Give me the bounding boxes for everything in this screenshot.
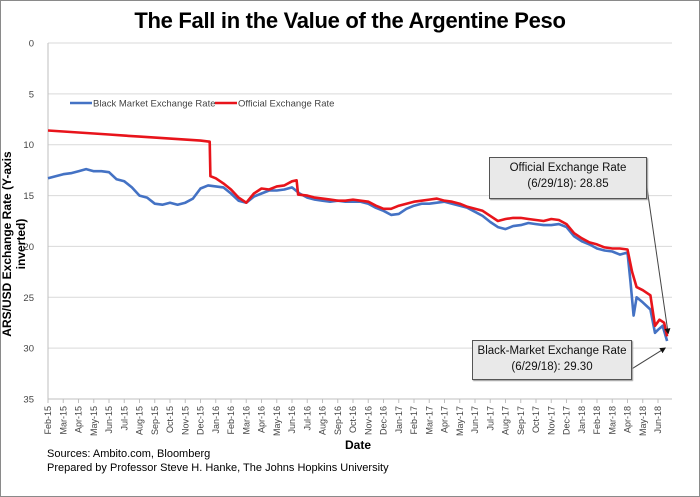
series-line-official — [47, 129, 669, 337]
x-tick-label: Feb-16 — [226, 406, 236, 435]
x-tick-label: Feb-18 — [592, 406, 602, 435]
x-tick-label: Sep-17 — [516, 406, 526, 435]
legend-label: Black Market Exchange Rate — [93, 99, 216, 110]
x-tick-label: May-18 — [638, 406, 648, 436]
x-tick-label: Feb-15 — [43, 406, 53, 435]
x-tick-label: May-16 — [272, 406, 282, 436]
x-tick-label: Jun-16 — [287, 406, 297, 434]
x-tick-label: Jan-17 — [394, 406, 404, 434]
x-tick-label: May-15 — [89, 406, 99, 436]
prepared-by-note: Prepared by Professor Steve H. Hanke, Th… — [47, 462, 389, 474]
legend-label: Official Exchange Rate — [238, 99, 334, 110]
sources-note: Sources: Ambito.com, Bloomberg — [47, 448, 211, 460]
x-tick-label: Jan-16 — [211, 406, 221, 434]
callout-title: Black-Market Exchange Rate — [477, 345, 627, 357]
series-line-black-market — [47, 167, 669, 342]
x-tick-label: Jan-18 — [577, 406, 587, 434]
x-tick-label: Mar-15 — [58, 406, 68, 435]
x-tick-label: Jul-17 — [485, 406, 495, 431]
x-tick-label: Jul-16 — [302, 406, 312, 431]
x-tick-label: Nov-16 — [363, 406, 373, 435]
official-rate-callout: Official Exchange Rate (6/29/18): 28.85 — [489, 157, 647, 199]
x-axis-label: Date — [345, 438, 372, 452]
x-tick-label: Apr-16 — [257, 406, 267, 433]
callout-value: (6/29/18): 28.85 — [527, 178, 609, 190]
x-tick-label: Mar-16 — [241, 406, 251, 435]
y-tick-label: 20 — [23, 242, 34, 253]
x-tick-label: Aug-17 — [501, 406, 511, 435]
x-tick-label: Dec-16 — [379, 406, 389, 435]
callout-arrow-official — [644, 173, 671, 335]
x-tick-label: Dec-15 — [196, 406, 206, 435]
callout-value: (6/29/18): 29.30 — [511, 361, 593, 373]
x-tick-label: Nov-15 — [180, 406, 190, 435]
y-tick-label: 0 — [29, 39, 34, 50]
x-tick-label: Nov-17 — [546, 406, 556, 435]
y-tick-label: 35 — [23, 395, 34, 406]
y-tick-label: 30 — [23, 344, 34, 355]
x-tick-label: Dec-17 — [562, 406, 572, 435]
y-tick-label: 15 — [23, 191, 34, 202]
x-tick-label: Apr-15 — [74, 406, 84, 433]
x-tick-label: Jun-17 — [470, 406, 480, 434]
x-tick-label: Aug-16 — [318, 406, 328, 435]
y-tick-label: 25 — [23, 293, 34, 304]
x-tick-label: May-17 — [455, 406, 465, 436]
x-tick-label: Oct-17 — [531, 406, 541, 433]
x-tick-label: Jun-18 — [653, 406, 663, 434]
chart-title: The Fall in the Value of the Argentine P… — [134, 8, 566, 33]
x-tick-label: Oct-16 — [348, 406, 358, 433]
x-tick-label: Apr-17 — [440, 406, 450, 433]
y-tick-label: 5 — [29, 89, 34, 100]
x-tick-label: Sep-15 — [150, 406, 160, 435]
x-tick-label: Jun-15 — [104, 406, 114, 434]
x-tick-label: Feb-17 — [409, 406, 419, 435]
x-tick-label: Oct-15 — [165, 406, 175, 433]
callout-arrow-black-market — [629, 347, 666, 371]
x-tick-label: Mar-18 — [607, 406, 617, 435]
black-market-rate-callout: Black-Market Exchange Rate (6/29/18): 29… — [472, 340, 632, 380]
x-tick-label: Mar-17 — [424, 406, 434, 435]
callout-title: Official Exchange Rate — [509, 162, 627, 174]
x-tick-label: Aug-15 — [135, 406, 145, 435]
x-tick-label: Apr-18 — [623, 406, 633, 433]
x-tick-label: Sep-16 — [333, 406, 343, 435]
y-tick-label: 10 — [23, 140, 34, 151]
x-tick-label: Jul-15 — [119, 406, 129, 431]
